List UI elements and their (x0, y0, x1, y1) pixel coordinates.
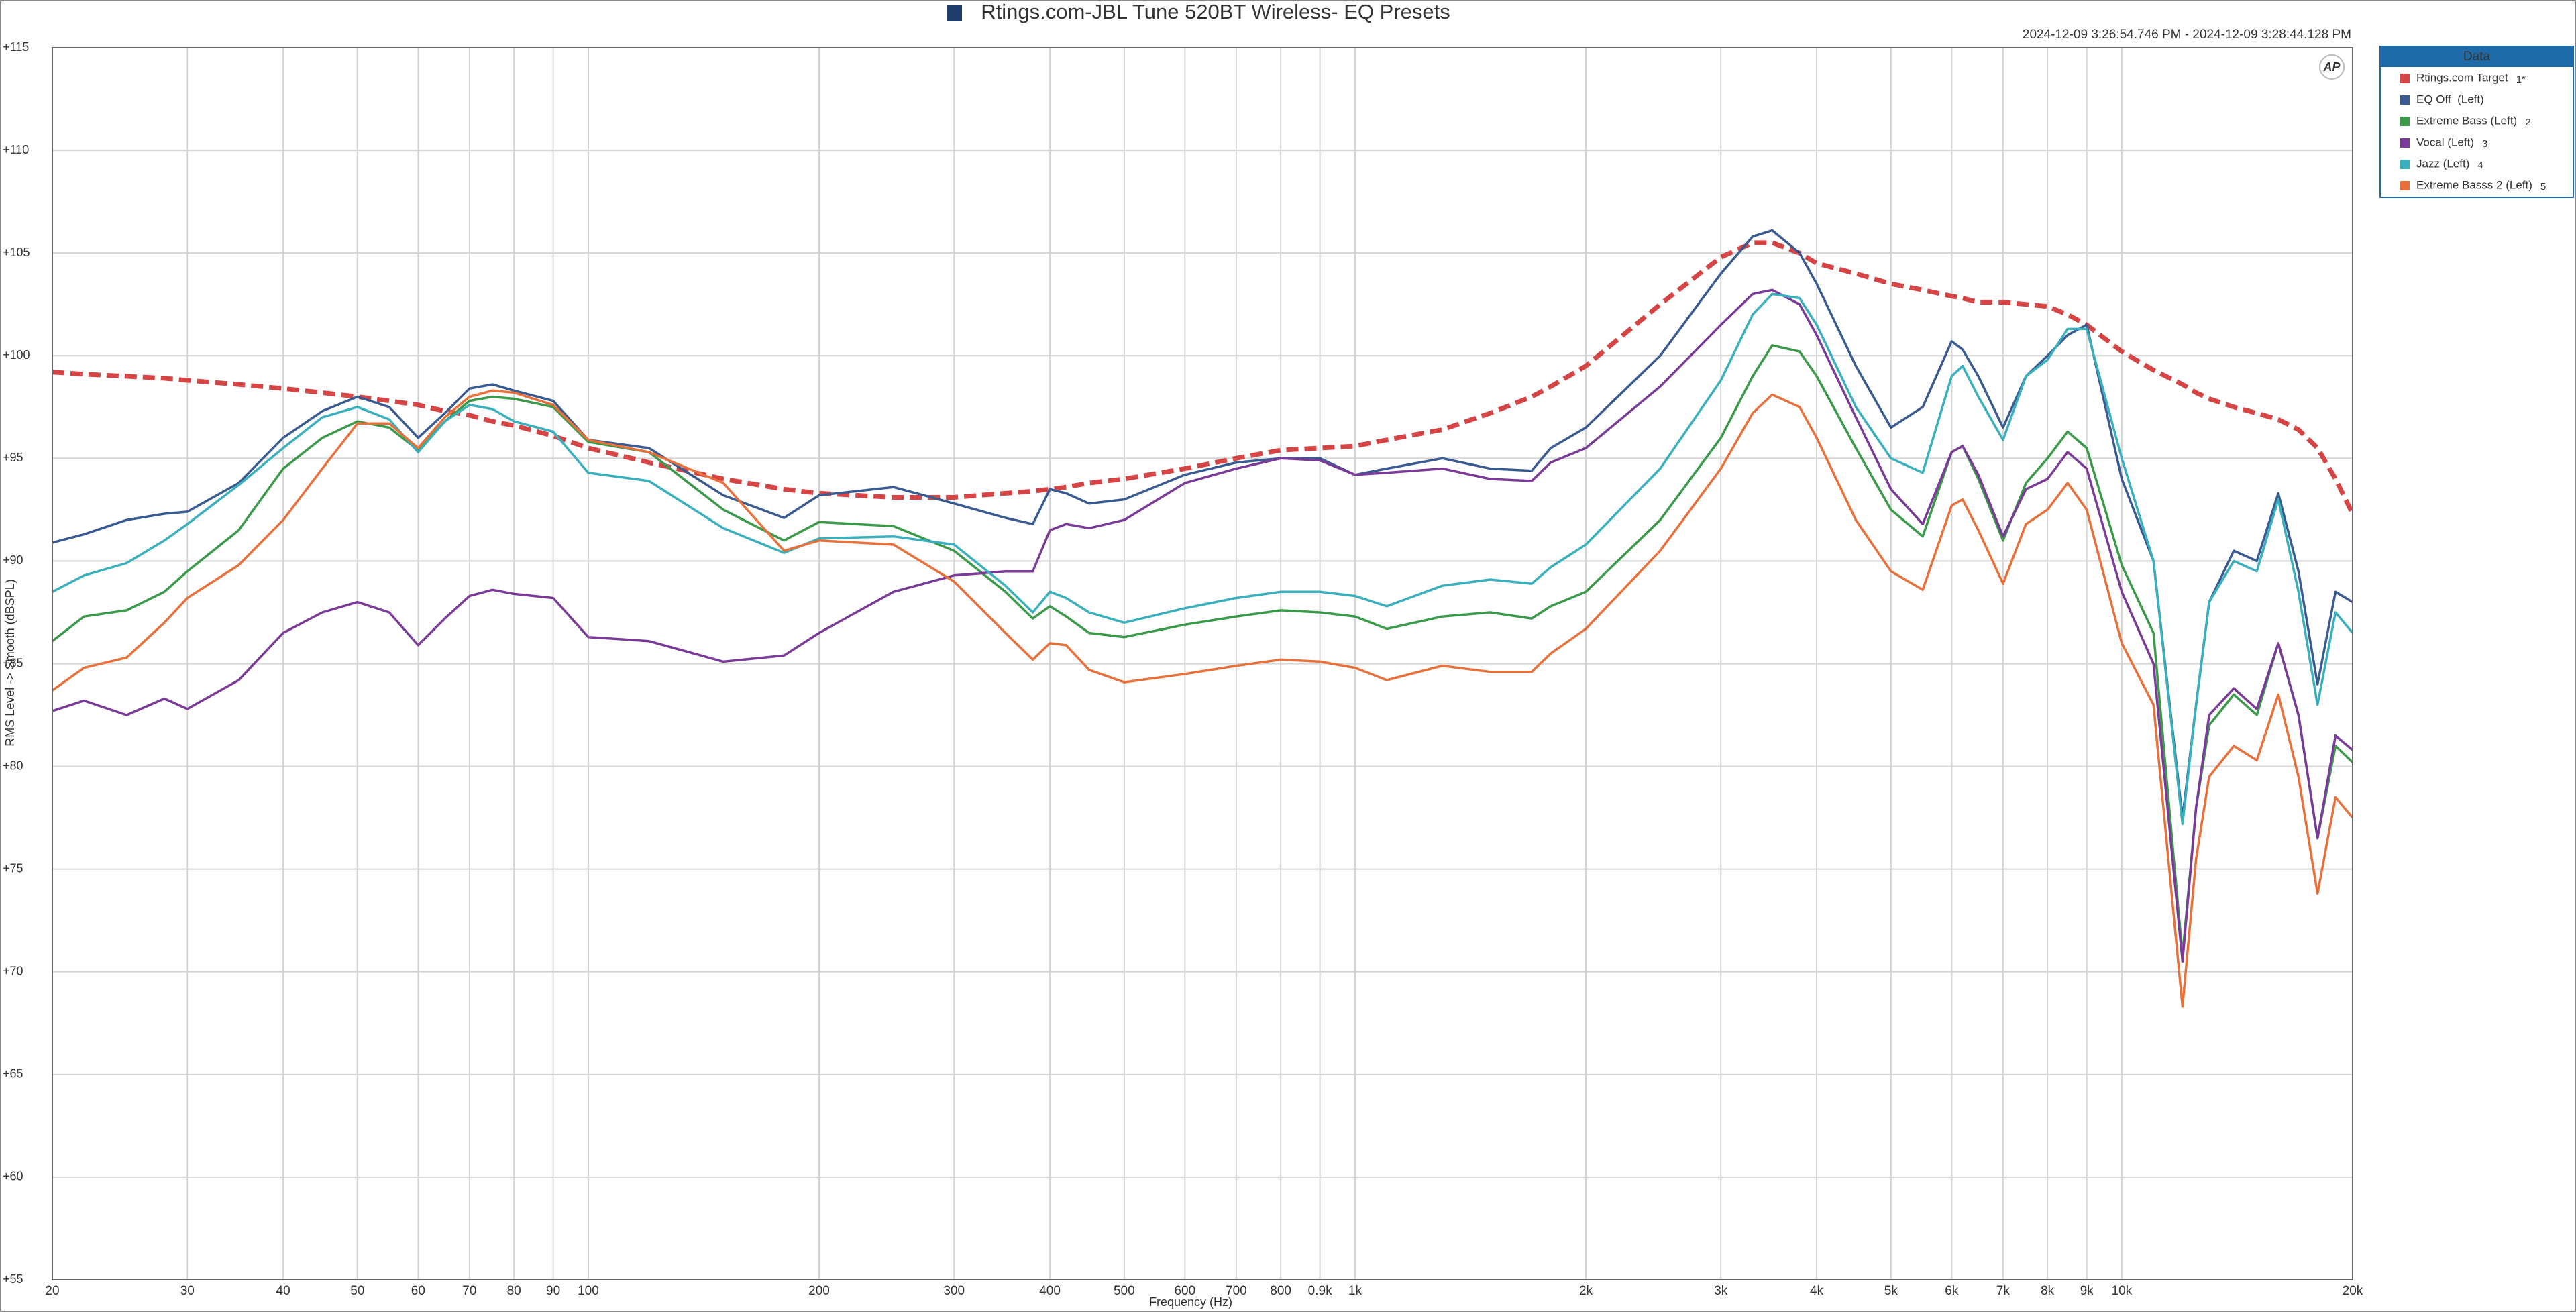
x-tick-label: 400 (1039, 1284, 1061, 1298)
y-tick-label: +95 (3, 451, 23, 464)
x-tick-label: 6k (1945, 1284, 1959, 1298)
legend-title: Data (2463, 50, 2491, 64)
x-tick-label: 90 (546, 1284, 560, 1298)
x-tick-label: 200 (808, 1284, 830, 1298)
y-tick-label: +80 (3, 759, 23, 772)
x-tick-label: 2k (1579, 1284, 1593, 1298)
x-tick-label: 20 (45, 1284, 59, 1298)
series-line (51, 389, 2354, 1008)
x-tick-label: 9k (2080, 1284, 2094, 1298)
x-tick-label: 40 (276, 1284, 290, 1298)
legend-swatch (2400, 160, 2410, 169)
x-tick-label: 5k (1884, 1284, 1898, 1298)
legend-tag: 5 (2540, 181, 2546, 193)
y-axis-label: RMS Level -> Smooth (dBSPL) (3, 579, 17, 747)
legend-header (2380, 46, 2573, 67)
x-axis-label: Frequency (Hz) (1149, 1295, 1232, 1309)
y-tick-label: +115 (3, 40, 29, 54)
legend-label: Rtings.com Target (2416, 71, 2508, 84)
legend: Data Rtings.com Target 1* EQ Off (Left) Ext… (2379, 46, 2574, 198)
x-tick-label: 3k (1714, 1284, 1728, 1298)
logo-badge (2319, 54, 2345, 80)
x-tick-label: 800 (1270, 1284, 1291, 1298)
x-tick-label: 700 (1226, 1284, 1247, 1298)
subtitle: 2024-12-09 3:26:54.746 PM - 2024-12-09 3… (2023, 28, 2351, 42)
series-line (52, 229, 2353, 819)
x-tick-label: 500 (1114, 1284, 1135, 1298)
x-tick-label: 50 (350, 1284, 364, 1298)
plot-lines (51, 229, 2355, 1008)
legend-label: Extreme Basss 2 (Left) (2416, 178, 2532, 191)
y-tick-label: +65 (3, 1067, 23, 1081)
legend-swatch (2400, 138, 2410, 148)
legend-label: Extreme Bass (Left) (2416, 114, 2517, 127)
y-tick-label: +60 (3, 1170, 23, 1183)
x-tick-label: 20k (2343, 1284, 2363, 1298)
legend-swatch (2400, 117, 2410, 126)
legend-swatch (2400, 181, 2410, 190)
chart-title: Rtings.com-JBL Tune 520BT Wireless- EQ P… (981, 0, 1450, 23)
legend-label: Vocal (Left) (2416, 135, 2474, 148)
legend-tag: 2 (2525, 117, 2530, 128)
legend-swatch (2400, 95, 2410, 105)
y-tick-label: +110 (3, 143, 29, 156)
y-tick-label: +85 (3, 656, 23, 669)
series-line (52, 288, 2354, 963)
legend-label: Jazz (Left) (2416, 157, 2469, 170)
x-tick-label: 4k (1810, 1284, 1824, 1298)
x-tick-label: 30 (180, 1284, 195, 1298)
x-tick-label: 70 (462, 1284, 476, 1298)
x-tick-label: 8k (2041, 1284, 2055, 1298)
legend-box (2379, 46, 2574, 198)
legend-tag: 4 (2477, 160, 2483, 171)
legend-tag: 1* (2516, 74, 2526, 85)
y-tick-label: +75 (3, 861, 23, 875)
y-tick-label: +105 (3, 245, 30, 259)
x-tick-label: 100 (578, 1284, 599, 1298)
legend-tag: 3 (2482, 138, 2487, 150)
x-tick-label: 1k (1348, 1284, 1362, 1298)
x-tick-label: 0.9k (1308, 1284, 1332, 1298)
y-tick-label: +90 (3, 553, 23, 567)
plot-border (52, 47, 2353, 1280)
y-tick-label: +70 (3, 965, 23, 978)
x-tick-label: 300 (943, 1284, 965, 1298)
legend-label: EQ Off (Left) (2416, 93, 2484, 105)
series-line (52, 292, 2354, 826)
x-tick-label: 7k (1996, 1284, 2010, 1298)
legend-swatch (2400, 74, 2410, 83)
logo: AP (2322, 60, 2341, 74)
x-tick-label: 60 (411, 1284, 425, 1298)
x-tick-label: 10k (2112, 1284, 2133, 1298)
y-tick-label: +55 (3, 1272, 23, 1286)
y-tick-label: +100 (3, 348, 30, 362)
series-line (52, 240, 2355, 515)
title-icon (947, 5, 962, 21)
x-tick-label: 80 (507, 1284, 521, 1298)
x-tick-label: 600 (1174, 1284, 1195, 1298)
